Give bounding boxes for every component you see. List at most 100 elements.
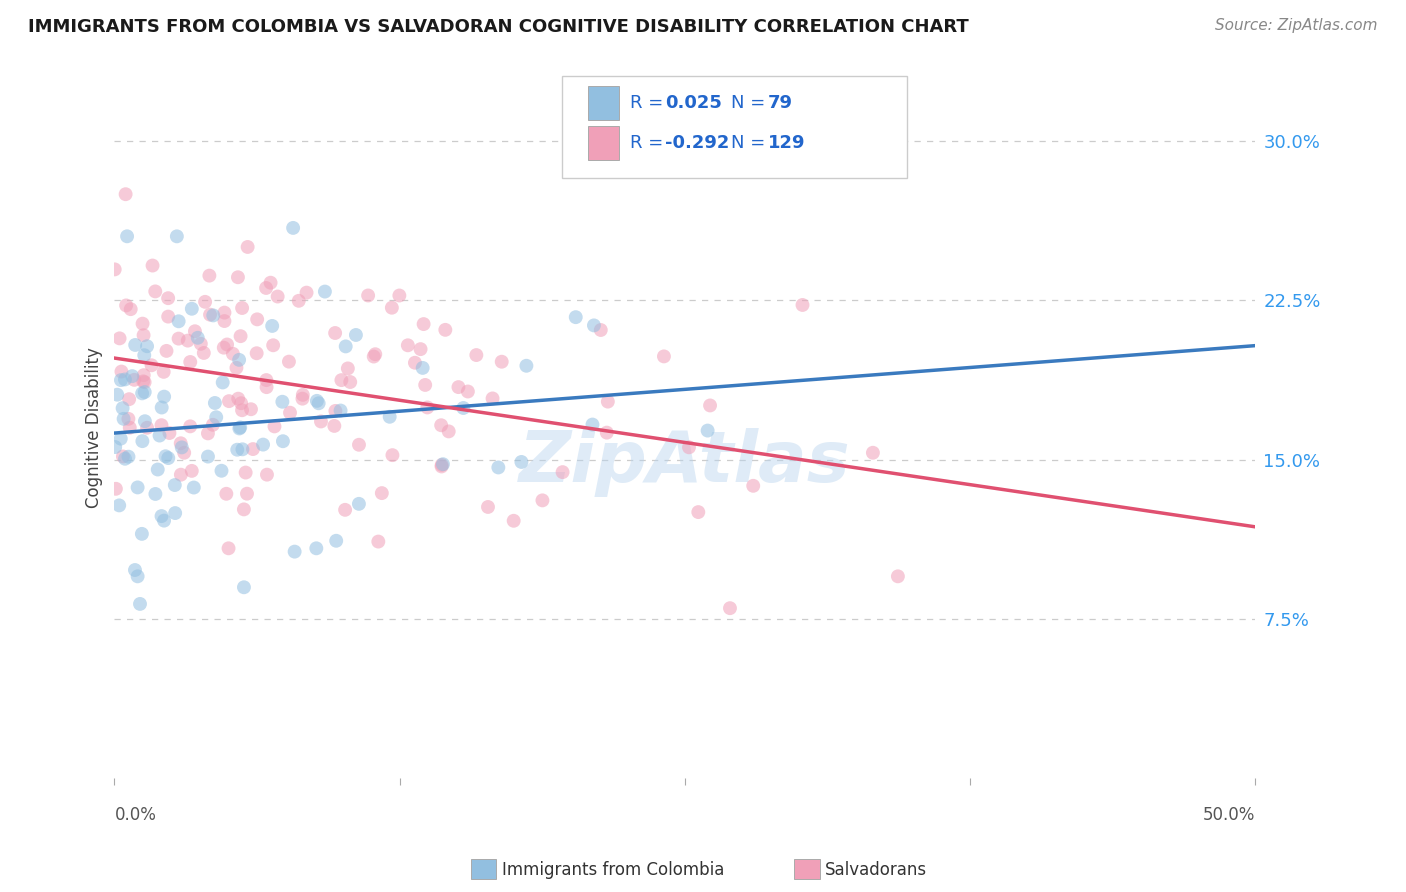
Point [378, 409, 401, 424]
Point [193, 346, 215, 360]
Point [153, 390, 176, 404]
Point [104, 440, 127, 454]
Point [278, 406, 301, 420]
Point [150, 418, 173, 433]
Point [323, 326, 346, 340]
Point [132, 375, 155, 389]
Text: 0.0%: 0.0% [114, 806, 156, 824]
Point [235, 466, 257, 480]
Point [117, 450, 139, 464]
Point [131, 527, 153, 541]
Point [335, 339, 357, 353]
Point [266, 289, 288, 303]
Point [114, 451, 136, 466]
Point [167, 332, 190, 346]
Text: ZipAtlas: ZipAtlas [519, 428, 851, 497]
Point [862, 446, 884, 460]
Point [325, 533, 347, 548]
Point [229, 420, 252, 434]
Point [582, 318, 605, 333]
Point [214, 305, 236, 319]
Point [114, 372, 136, 386]
Point [271, 434, 294, 449]
Point [127, 569, 149, 583]
Point [198, 268, 221, 283]
Point [291, 392, 314, 406]
Point [531, 493, 554, 508]
Point [159, 425, 181, 440]
Text: 50.0%: 50.0% [1202, 806, 1256, 824]
Point [179, 419, 201, 434]
Point [430, 458, 453, 472]
Point [336, 361, 359, 376]
Point [218, 541, 240, 556]
Point [515, 359, 537, 373]
Point [111, 401, 134, 416]
Point [231, 301, 253, 315]
Point [194, 294, 217, 309]
Point [437, 425, 460, 439]
Point [696, 424, 718, 438]
Point [404, 356, 426, 370]
Point [141, 359, 163, 373]
Point [124, 373, 146, 387]
Point [333, 503, 356, 517]
Point [211, 464, 233, 478]
Point [309, 414, 332, 428]
Point [134, 348, 156, 362]
Point [236, 486, 259, 500]
Text: Immigrants from Colombia: Immigrants from Colombia [502, 861, 724, 879]
Point [357, 288, 380, 302]
Point [551, 465, 574, 479]
Point [371, 486, 394, 500]
Point [108, 331, 131, 345]
Point [121, 369, 143, 384]
Point [104, 482, 127, 496]
Point [215, 487, 238, 501]
Point [447, 380, 470, 394]
Point [396, 338, 419, 352]
Point [652, 350, 675, 364]
Point [127, 480, 149, 494]
Point [202, 309, 225, 323]
Point [589, 323, 612, 337]
Point [259, 276, 281, 290]
Point [364, 347, 387, 361]
Point [232, 502, 254, 516]
Point [163, 478, 186, 492]
Point [197, 426, 219, 441]
Point [232, 580, 254, 594]
Point [792, 298, 814, 312]
Point [240, 402, 263, 417]
Point [278, 354, 301, 368]
Point [131, 434, 153, 449]
Point [252, 437, 274, 451]
Point [323, 418, 346, 433]
Point [229, 329, 252, 343]
Point [305, 393, 328, 408]
Point [134, 385, 156, 400]
Point [136, 421, 159, 435]
Point [105, 387, 128, 401]
Point [284, 544, 307, 558]
Point [486, 460, 509, 475]
Point [699, 399, 721, 413]
Point [305, 541, 328, 556]
Point [211, 376, 233, 390]
Point [118, 392, 141, 407]
Point [124, 563, 146, 577]
Point [231, 403, 253, 417]
Point [157, 451, 180, 466]
Point [344, 328, 367, 343]
Point [170, 441, 193, 455]
Point [242, 442, 264, 456]
Point [155, 343, 177, 358]
Point [254, 281, 277, 295]
Point [180, 301, 202, 316]
Point [112, 412, 135, 426]
Point [409, 342, 432, 356]
Point [325, 404, 347, 418]
Text: Source: ZipAtlas.com: Source: ZipAtlas.com [1215, 18, 1378, 33]
Point [146, 462, 169, 476]
Point [263, 419, 285, 434]
